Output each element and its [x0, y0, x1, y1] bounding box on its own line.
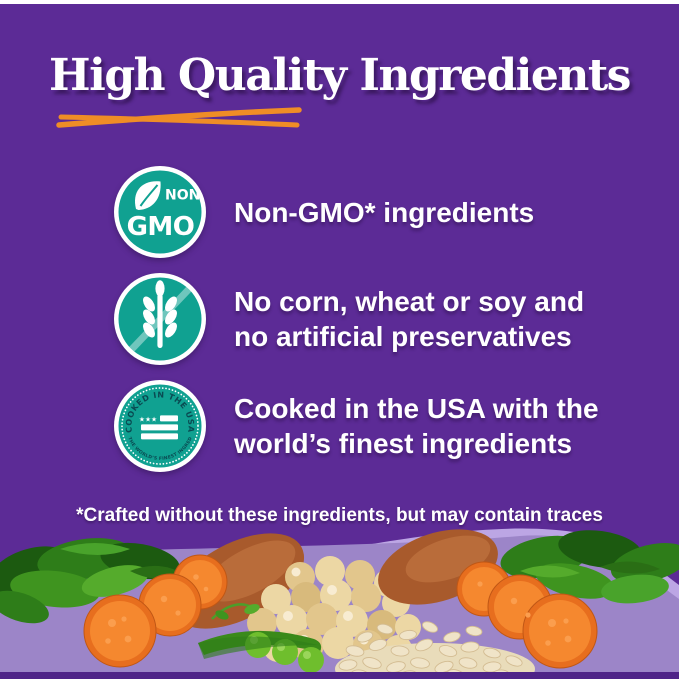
- flag-stars: ★★★: [139, 416, 157, 424]
- feature-row-cooked-usa: COOKED IN THE USA WITH THE WORLD’S FINES…: [114, 380, 654, 472]
- feature-row-non-gmo: NON GMO Non-GMO* ingredients: [114, 166, 654, 258]
- feature-list: NON GMO Non-GMO* ingredients: [114, 166, 654, 487]
- feature-label: Cooked in the USA with the world’s fines…: [234, 393, 599, 459]
- page-title: High Quality Ingredients: [49, 50, 631, 101]
- non-label: NON: [165, 188, 200, 204]
- bottom-border: [0, 672, 679, 679]
- sweet-potato-right: [378, 529, 598, 669]
- peas: [198, 603, 324, 673]
- ingredients-photo: [0, 528, 679, 679]
- top-border: [0, 0, 679, 4]
- cooked-in-usa-badge-icon: COOKED IN THE USA WITH THE WORLD’S FINES…: [114, 380, 206, 472]
- feature-row-no-grains: No corn, wheat or soy and no artificial …: [114, 273, 654, 365]
- leafy-greens-right: [500, 530, 679, 604]
- leaf-icon: [134, 181, 161, 210]
- wheat-icon: [143, 280, 177, 348]
- feature-label: No corn, wheat or soy and no artificial …: [234, 286, 585, 352]
- flag-icon: ★★★: [139, 415, 178, 440]
- dotted-ring-icon: [121, 387, 199, 465]
- no-grains-icon: [114, 273, 206, 365]
- leafy-greens-left: [0, 538, 185, 624]
- gmo-label: GMO: [127, 212, 195, 242]
- footnote: *Crafted without these ingredients, but …: [76, 505, 603, 526]
- non-gmo-badge-icon: NON GMO: [114, 166, 206, 258]
- title-underline-icon: [56, 107, 302, 128]
- feature-label: Non-GMO* ingredients: [234, 196, 535, 228]
